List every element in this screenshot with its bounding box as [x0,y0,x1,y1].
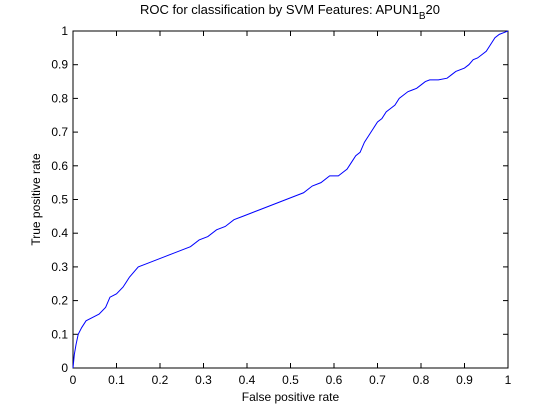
x-tick-label: 0.6 [326,373,343,387]
x-tick-label: 0.3 [195,373,212,387]
y-tick-label: 0.3 [51,260,68,274]
y-tick-label: 0 [61,361,68,375]
y-tick-label: 0.7 [51,125,68,139]
y-tick-label: 1 [61,24,68,38]
y-tick-label: 0.1 [51,327,68,341]
chart-title-suffix: 20 [426,2,440,17]
x-tick-label: 0 [70,373,77,387]
x-tick-label: 0.1 [108,373,125,387]
x-tick-label: 0.4 [239,373,256,387]
y-tick-label: 0.6 [51,159,68,173]
x-axis-label: False positive rate [242,390,340,404]
x-tick-label: 1 [505,373,512,387]
plot-area [72,30,509,369]
y-axis-label: True positive rate [29,153,43,246]
y-tick-label: 0.8 [51,91,68,105]
x-tick-label: 0.9 [456,373,473,387]
y-tick-label: 0.4 [51,226,68,240]
roc-curve [72,30,509,369]
x-axis-ticks: 0 0.1 0.2 0.3 0.4 0.5 0.6 0.7 0.8 0.9 1 [70,31,512,387]
x-tick-label: 0.2 [152,373,169,387]
x-tick-label: 0.8 [413,373,430,387]
y-tick-label: 0.5 [51,193,68,207]
chart-title: ROC for classification by SVM Features: … [140,2,440,22]
y-tick-label: 0.9 [51,58,68,72]
chart-title-subscript: B [419,11,426,22]
y-tick-label: 0.2 [51,294,68,308]
x-tick-label: 0.5 [282,373,299,387]
chart-title-main: ROC for classification by SVM Features: … [140,2,419,17]
x-tick-label: 0.7 [369,373,386,387]
